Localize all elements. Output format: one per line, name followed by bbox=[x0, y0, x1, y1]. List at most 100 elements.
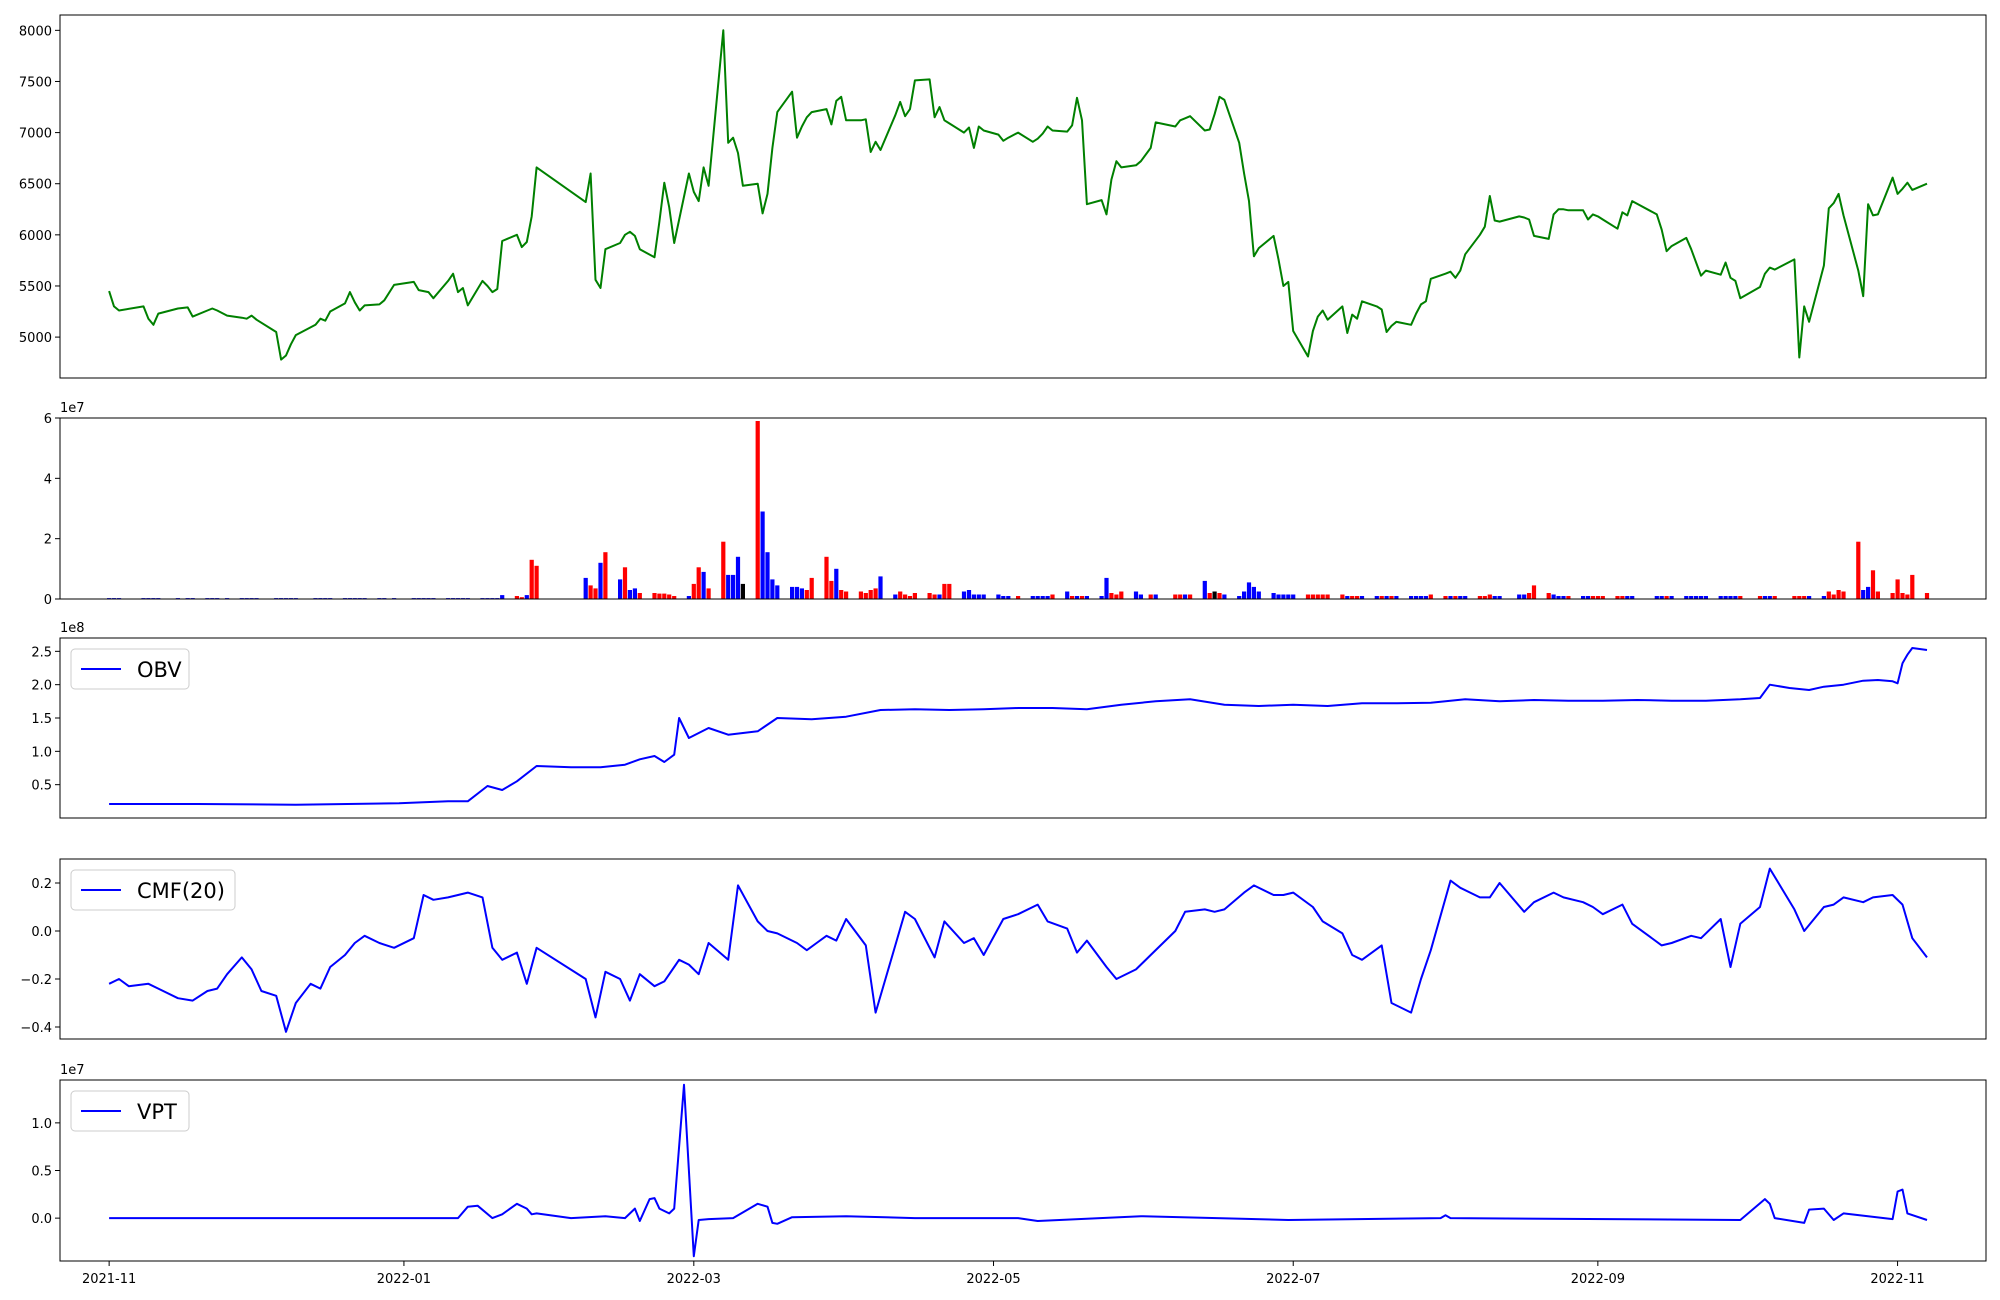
volume-bar bbox=[775, 585, 780, 599]
volume-bar bbox=[824, 556, 829, 599]
volume-bar bbox=[873, 588, 878, 599]
obv-offset-text: 1e8 bbox=[60, 621, 85, 636]
volume-bar bbox=[1684, 596, 1689, 599]
x-tick-label: 2021-11 bbox=[82, 1272, 136, 1287]
obv-data bbox=[109, 647, 1928, 806]
volume-bar bbox=[1718, 596, 1723, 599]
volume-bar bbox=[1428, 594, 1433, 599]
volume-bar bbox=[1694, 596, 1699, 599]
volume-bar bbox=[1492, 596, 1497, 599]
volume-bar bbox=[809, 577, 814, 599]
volume-bar bbox=[755, 421, 760, 599]
volume-bar bbox=[1762, 596, 1767, 599]
volume-bar bbox=[1546, 593, 1551, 599]
volume-bar bbox=[1153, 594, 1158, 599]
volume-bar bbox=[794, 586, 800, 599]
volume-bar bbox=[686, 596, 691, 599]
obv-ytick-label: 2.5 bbox=[31, 645, 52, 660]
volume-bar bbox=[657, 593, 662, 599]
volume-bar bbox=[667, 594, 672, 599]
obv-legend-box bbox=[70, 648, 190, 690]
vpt-data bbox=[109, 1083, 1928, 1258]
volume-bar bbox=[1689, 596, 1694, 599]
volume-bar bbox=[632, 588, 637, 599]
price-ytick-label: 7000 bbox=[19, 127, 52, 142]
volume-offset-text: 1e7 bbox=[60, 401, 85, 416]
volume-ytick-label: 6 bbox=[44, 412, 52, 427]
volume-bar bbox=[1482, 596, 1487, 599]
volume-bar bbox=[1581, 596, 1586, 599]
volume-bar bbox=[735, 556, 741, 599]
volume-bar bbox=[1183, 594, 1188, 599]
volume-bar bbox=[1109, 593, 1114, 599]
volume-bar bbox=[583, 577, 588, 599]
volume-bar bbox=[770, 579, 775, 599]
volume-bar bbox=[1409, 596, 1414, 599]
volume-bar bbox=[1448, 596, 1453, 599]
volume-bar bbox=[637, 593, 642, 599]
vpt-series-line bbox=[109, 1083, 1928, 1258]
volume-bar bbox=[1615, 596, 1620, 599]
volume-bar bbox=[1079, 596, 1085, 599]
volume-bar bbox=[903, 594, 908, 599]
vpt-ytick-label: 0.5 bbox=[31, 1165, 52, 1180]
volume-bar bbox=[966, 590, 972, 599]
volume-bar bbox=[1723, 596, 1728, 599]
vpt-panel: 0.0 0.5 1.0 1e7 2021-11 2022-01 2022-03 2022-05… bbox=[31, 1063, 1987, 1287]
volume-bar bbox=[1065, 591, 1070, 599]
volume-bar bbox=[524, 595, 529, 599]
volume-bar bbox=[1900, 593, 1905, 599]
volume-bar bbox=[1016, 596, 1021, 599]
cmf-ytick-label: −0.2 bbox=[20, 973, 52, 988]
volume-bar bbox=[1620, 596, 1625, 599]
volume-bar bbox=[1807, 596, 1812, 599]
volume-bar bbox=[1350, 596, 1355, 599]
volume-bar bbox=[981, 594, 986, 599]
volume-bar bbox=[1084, 596, 1089, 599]
volume-bar bbox=[1463, 596, 1468, 599]
x-tick-label: 2022-05 bbox=[966, 1272, 1020, 1287]
volume-bar bbox=[1389, 596, 1394, 599]
volume-bar bbox=[1841, 591, 1846, 599]
volume-bar bbox=[1664, 596, 1669, 599]
volume-bar bbox=[1566, 596, 1571, 599]
volume-bar bbox=[1050, 594, 1055, 599]
volume-bar bbox=[598, 562, 603, 599]
volume-bar bbox=[947, 583, 952, 599]
volume-bar bbox=[1792, 596, 1797, 599]
volume-bar bbox=[1246, 582, 1252, 599]
volume-bar bbox=[1286, 594, 1291, 599]
volume-bar bbox=[799, 588, 804, 599]
volume-bar bbox=[1654, 596, 1659, 599]
volume-bar bbox=[514, 596, 519, 599]
volume-bar bbox=[1826, 591, 1831, 599]
volume-bar bbox=[1237, 596, 1242, 599]
price-series-line bbox=[108, 29, 1928, 361]
volume-bar bbox=[1527, 593, 1532, 599]
volume-bar bbox=[1659, 596, 1664, 599]
volume-bar bbox=[1856, 541, 1861, 599]
volume-bar bbox=[868, 590, 873, 599]
volume-bar bbox=[1276, 594, 1281, 599]
obv-axes-frame bbox=[59, 637, 1987, 819]
volume-bar bbox=[1217, 593, 1222, 599]
volume-bar bbox=[529, 559, 534, 599]
obv-ytick-label: 2.0 bbox=[31, 679, 52, 694]
volume-bar bbox=[1870, 570, 1876, 599]
volume-bar bbox=[1359, 596, 1365, 599]
price-panel: 5000 5500 6000 6500 7000 7500 8000 bbox=[19, 14, 1987, 379]
volume-bar bbox=[618, 579, 623, 599]
volume-bar bbox=[1625, 596, 1630, 599]
volume-bar bbox=[1861, 590, 1866, 599]
volume-bar bbox=[519, 597, 524, 599]
price-ytick-label: 5500 bbox=[19, 280, 52, 295]
obv-ytick-label: 0.5 bbox=[31, 779, 52, 794]
volume-bar bbox=[627, 590, 632, 599]
volume-bar bbox=[1256, 591, 1261, 599]
volume-bar bbox=[1453, 596, 1458, 599]
volume-bar bbox=[1924, 593, 1930, 599]
volume-bar bbox=[1114, 594, 1119, 599]
volume-bar bbox=[1035, 596, 1040, 599]
volume-bar bbox=[1497, 596, 1502, 599]
volume-bar bbox=[652, 593, 657, 599]
